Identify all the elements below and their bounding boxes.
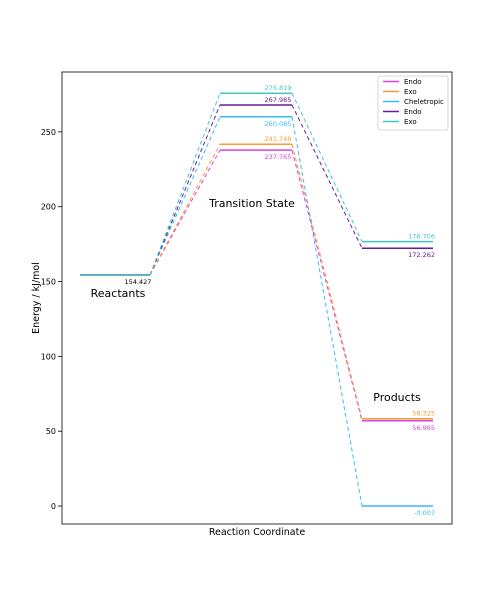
y-tick-label: 100 (41, 352, 56, 361)
connector-line (291, 116, 363, 507)
legend-label: Endo (404, 108, 422, 116)
value-label: 260.085 (265, 120, 292, 128)
connector-line (291, 150, 363, 421)
y-tick-label: 150 (41, 278, 56, 287)
value-label: 241.748 (265, 135, 292, 143)
value-label: 154.427 (125, 278, 152, 286)
y-tick-label: 0 (51, 502, 56, 511)
stage-label: Transition State (208, 197, 295, 210)
legend-label: Endo (404, 78, 422, 86)
y-axis-label: Energy / kJ/mol (31, 262, 42, 334)
y-tick-label: 250 (41, 128, 56, 137)
connector-lines (149, 93, 363, 507)
connector-line (291, 104, 363, 249)
legend-label: Exo (404, 88, 417, 96)
stage-label: Products (373, 391, 421, 404)
legend: Endo Exo Cheletropic Endo Exo (377, 75, 449, 131)
connector-line (291, 93, 363, 242)
value-label: -0.007 (414, 509, 435, 517)
x-axis-label: Reaction Coordinate (209, 527, 306, 538)
value-label: 275.819 (265, 84, 292, 92)
legend-box (377, 75, 449, 131)
connector-line (291, 144, 363, 419)
plot-frame (61, 71, 453, 525)
value-label: 176.706 (408, 233, 435, 241)
stage-label: Reactants (91, 287, 146, 300)
y-tick-label: 50 (46, 427, 56, 436)
connector-line (149, 143, 221, 276)
stage-labels: Reactants Transition State Products (91, 197, 421, 404)
value-label: 237.765 (265, 153, 292, 161)
value-labels: 237.765 56.965 241.748 58.325 260.085 -0.007 2… (125, 84, 435, 517)
connector-line (149, 116, 221, 276)
legend-label: Exo (404, 118, 417, 126)
legend-label: Cheletropic (404, 98, 444, 106)
connector-line (149, 104, 221, 276)
value-label: 56.965 (412, 424, 435, 432)
y-tick-label: 200 (41, 203, 56, 212)
y-axis: 0 50 100 150 200 250 (41, 128, 62, 511)
energy-levels (80, 92, 433, 507)
value-label: 58.325 (412, 410, 435, 418)
value-label: 172.262 (408, 251, 435, 259)
connector-line (149, 93, 221, 276)
value-label: 267.985 (265, 96, 292, 104)
